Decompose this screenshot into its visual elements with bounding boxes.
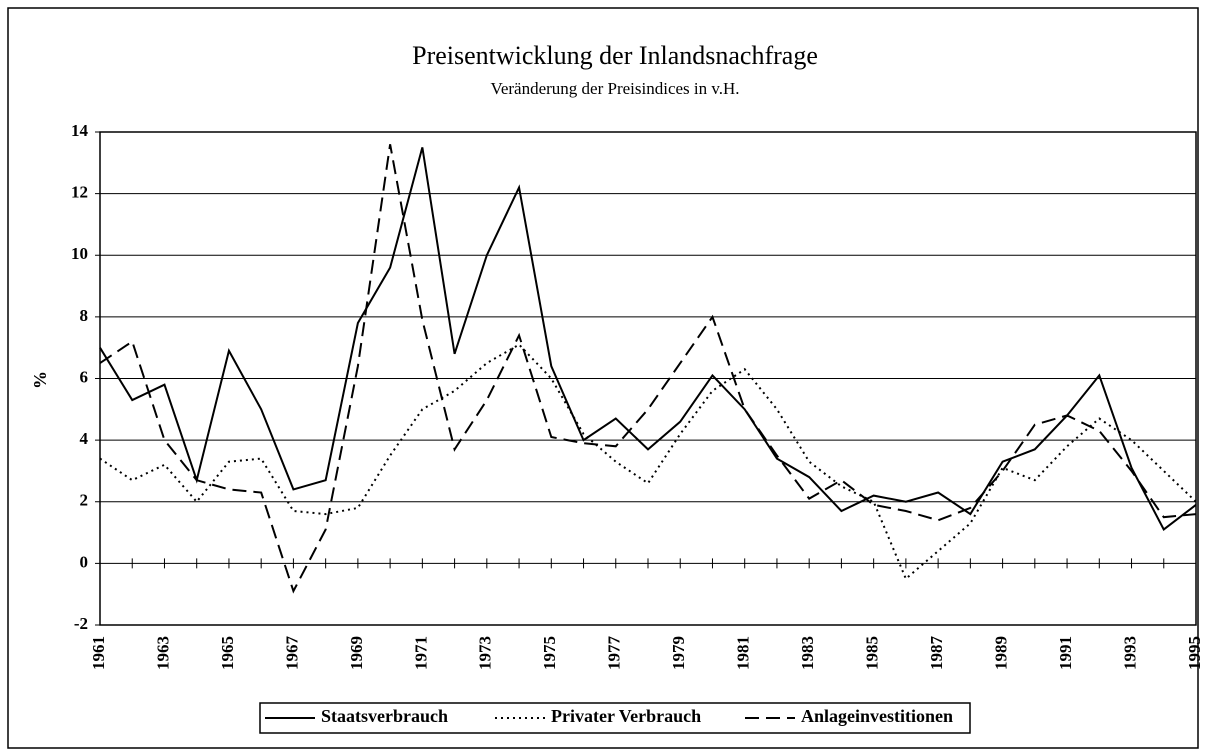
- x-tick-label: 1969: [347, 636, 366, 670]
- x-tick-label: 1985: [863, 636, 882, 670]
- x-tick-label: 1975: [540, 636, 559, 670]
- legend-label: Staatsverbrauch: [321, 706, 448, 726]
- x-tick-label: 1995: [1185, 636, 1204, 670]
- y-tick-label: 0: [80, 552, 89, 571]
- x-tick-label: 1971: [411, 636, 430, 670]
- y-tick-label: 8: [80, 306, 89, 325]
- x-tick-label: 1965: [218, 636, 237, 670]
- frame: [7, 7, 1199, 749]
- x-tick-label: 1987: [927, 636, 946, 671]
- line-series: [99, 144, 1197, 594]
- plot-border: [99, 131, 1197, 626]
- x-tick-label: 1967: [282, 636, 301, 671]
- y-tick-label: 14: [71, 121, 89, 140]
- y-tick-label: 12: [71, 183, 88, 202]
- x-tick-label: 1989: [991, 636, 1010, 670]
- x-tick-label: 1963: [153, 636, 172, 670]
- y-tick-label: 6: [80, 367, 89, 386]
- y-tick-label: 10: [71, 244, 88, 263]
- line-series: [99, 343, 1197, 581]
- y-tick-label: -2: [74, 614, 88, 633]
- x-tick-label: 1977: [605, 636, 624, 671]
- x-tick-label: 1979: [669, 636, 688, 670]
- x-tick-label: 1991: [1056, 636, 1075, 670]
- y-tick-label: 2: [80, 491, 89, 510]
- legend-label: Privater Verbrauch: [551, 706, 701, 726]
- chart-subtitle: Veränderung der Preisindices in v.H.: [490, 79, 739, 98]
- y-axis-label: %: [30, 371, 50, 389]
- x-tick-label: 1961: [89, 636, 108, 670]
- x-tick-label: 1983: [798, 636, 817, 670]
- line-series: [99, 147, 1197, 531]
- x-tick-label: 1973: [476, 636, 495, 670]
- x-tick-label: 1993: [1120, 636, 1139, 670]
- y-tick-label: 4: [80, 429, 89, 448]
- legend-box: [259, 702, 971, 734]
- chart-title: Preisentwicklung der Inlandsnachfrage: [412, 41, 818, 70]
- legend-label: Anlageinvestitionen: [801, 706, 953, 726]
- x-tick-label: 1981: [734, 636, 753, 670]
